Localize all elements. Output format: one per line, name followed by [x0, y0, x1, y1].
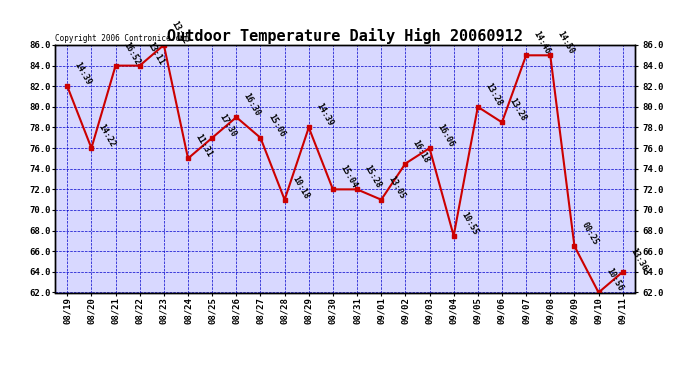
Text: 14:46: 14:46: [532, 30, 552, 56]
Text: Copyright 2006 Contronice.com: Copyright 2006 Contronice.com: [55, 33, 189, 42]
Text: 16:30: 16:30: [242, 92, 262, 118]
Text: 14:39: 14:39: [315, 102, 335, 128]
Text: 16:18: 16:18: [411, 138, 431, 164]
Text: 10:56: 10:56: [604, 267, 624, 293]
Text: 13:28: 13:28: [508, 97, 528, 123]
Text: 14:50: 14:50: [556, 30, 576, 56]
Text: 14:22: 14:22: [97, 123, 117, 149]
Text: 16:06: 16:06: [435, 123, 455, 149]
Text: 15:04: 15:04: [339, 164, 359, 190]
Text: 13:05: 13:05: [387, 174, 407, 200]
Text: 00:25: 00:25: [580, 220, 600, 247]
Text: 11:31: 11:31: [194, 133, 214, 159]
Text: 14:39: 14:39: [73, 61, 93, 87]
Text: 16:52: 16:52: [121, 40, 141, 66]
Text: 10:55: 10:55: [460, 210, 480, 236]
Text: 13:28: 13:28: [484, 81, 504, 108]
Text: 15:06: 15:06: [266, 112, 286, 138]
Text: 13:22: 13:22: [170, 20, 190, 46]
Text: 13:11: 13:11: [146, 40, 166, 66]
Text: 10:18: 10:18: [290, 174, 310, 200]
Title: Outdoor Temperature Daily High 20060912: Outdoor Temperature Daily High 20060912: [167, 28, 523, 44]
Text: 15:28: 15:28: [363, 164, 383, 190]
Text: 13:36: 13:36: [629, 246, 649, 273]
Text: 17:30: 17:30: [218, 112, 238, 138]
